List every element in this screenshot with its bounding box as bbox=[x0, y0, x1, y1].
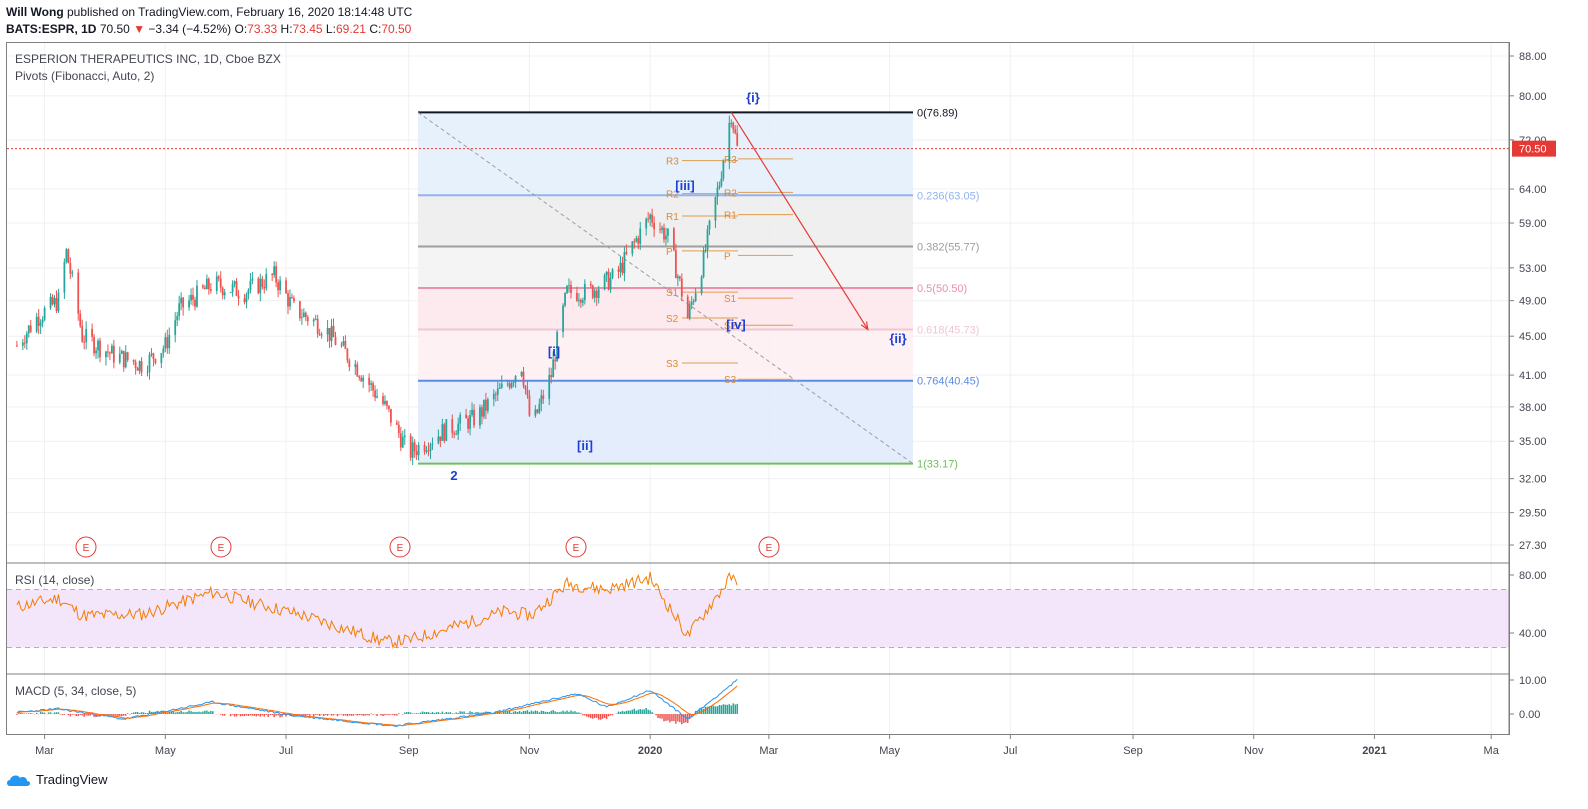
macd-tick-label: 10.00 bbox=[1519, 675, 1547, 687]
last-price: 70.50 bbox=[99, 22, 130, 36]
time-tick-label: Mar bbox=[35, 745, 54, 757]
chart-frame[interactable] bbox=[6, 42, 1510, 735]
rsi-pane-title[interactable]: RSI (14, close) bbox=[15, 573, 95, 587]
price-tick-label: 27.30 bbox=[1519, 540, 1547, 552]
price-axis: 88.00 80.00 72.00 64.00 59.00 53.00 49.00 45.00… bbox=[1508, 43, 1556, 734]
change-value: −3.34 (−4.52%) bbox=[148, 22, 232, 36]
time-tick-label: Ma bbox=[1484, 745, 1500, 757]
time-tick-label: 2021 bbox=[1362, 745, 1386, 757]
time-tick-label: May bbox=[155, 745, 176, 757]
price-tick-label: 88.00 bbox=[1519, 51, 1547, 63]
price-tick-label: 49.00 bbox=[1519, 296, 1547, 308]
price-tick-label: 38.00 bbox=[1519, 402, 1547, 414]
price-tick-label: 41.00 bbox=[1519, 370, 1547, 382]
close-value: 70.50 bbox=[381, 22, 412, 36]
tradingview-brand-label: TradingView bbox=[36, 772, 108, 787]
close-label: C: bbox=[369, 22, 382, 36]
price-tick-label: 53.00 bbox=[1519, 263, 1547, 275]
time-tick-label: May bbox=[879, 745, 900, 757]
symbol-line: BATS:ESPR, 1D 70.50 ▼ −3.34 (−4.52%) O:7… bbox=[6, 22, 411, 36]
main-pane-title[interactable]: ESPERION THERAPEUTICS INC, 1D, Cboe BZX bbox=[15, 52, 281, 66]
tradingview-brand[interactable]: TradingView bbox=[6, 772, 108, 787]
time-tick-label: Nov bbox=[1244, 745, 1264, 757]
price-tick-label: 80.00 bbox=[1519, 91, 1547, 103]
time-tick-label: Jul bbox=[279, 745, 293, 757]
high-value: 73.45 bbox=[292, 22, 323, 36]
price-tick-label: 29.50 bbox=[1519, 508, 1547, 520]
rsi-tick-label: 40.00 bbox=[1519, 628, 1547, 640]
time-tick-label: Nov bbox=[520, 745, 540, 757]
macd-tick-label: 0.00 bbox=[1519, 709, 1540, 721]
author-name[interactable]: Will Wong bbox=[6, 5, 64, 19]
high-label: H: bbox=[280, 22, 293, 36]
tradingview-cloud-icon bbox=[7, 775, 30, 786]
pivots-indicator-title[interactable]: Pivots (Fibonacci, Auto, 2) bbox=[15, 69, 155, 83]
current-price-badge-label: 70.50 bbox=[1519, 144, 1547, 156]
open-label: O: bbox=[234, 22, 248, 36]
price-tick-label: 35.00 bbox=[1519, 436, 1547, 448]
change-down-icon: ▼ bbox=[133, 22, 146, 36]
time-tick-label: 2020 bbox=[638, 745, 662, 757]
current-price-badge bbox=[1512, 140, 1556, 157]
rsi-tick-label: 80.00 bbox=[1519, 570, 1547, 582]
time-tick-label: Sep bbox=[399, 745, 419, 757]
time-axis: Mar May Jul Sep Nov 2020 Mar May Jul Sep Nov 2021 Ma bbox=[35, 734, 1500, 757]
time-tick-label: Mar bbox=[759, 745, 778, 757]
low-label: L: bbox=[325, 22, 336, 36]
price-tick-label: 64.00 bbox=[1519, 184, 1547, 196]
open-value: 73.33 bbox=[247, 22, 278, 36]
publish-line: Will Wong published on TradingView.com, … bbox=[6, 5, 412, 19]
price-tick-label: 59.00 bbox=[1519, 218, 1547, 230]
price-tick-label: 72.00 bbox=[1519, 135, 1547, 147]
price-tick-label: 32.00 bbox=[1519, 474, 1547, 486]
symbol-label: BATS:ESPR, 1D bbox=[6, 22, 97, 36]
time-tick-label: Sep bbox=[1123, 745, 1143, 757]
published-text: published on TradingView.com, February 1… bbox=[67, 5, 413, 19]
low-value: 69.21 bbox=[335, 22, 366, 36]
time-tick-label: Jul bbox=[1003, 745, 1017, 757]
macd-pane-title[interactable]: MACD (5, 34, close, 5) bbox=[15, 684, 137, 698]
price-tick-label: 45.00 bbox=[1519, 331, 1547, 343]
